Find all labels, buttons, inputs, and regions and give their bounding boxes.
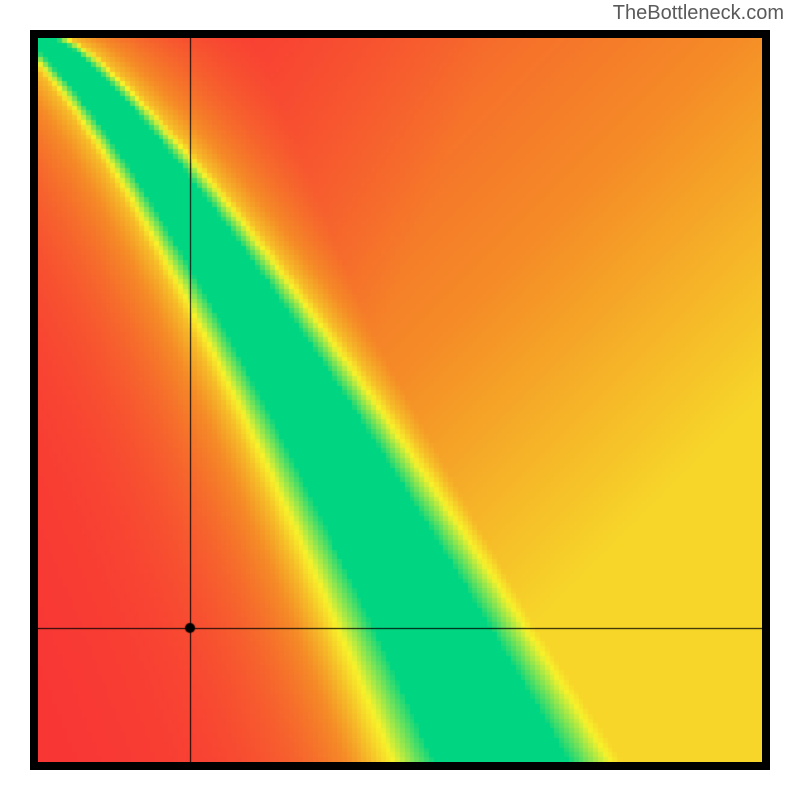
bottleneck-heatmap bbox=[30, 30, 770, 770]
attribution-label: TheBottleneck.com bbox=[613, 2, 784, 25]
heatmap-canvas bbox=[38, 38, 762, 762]
